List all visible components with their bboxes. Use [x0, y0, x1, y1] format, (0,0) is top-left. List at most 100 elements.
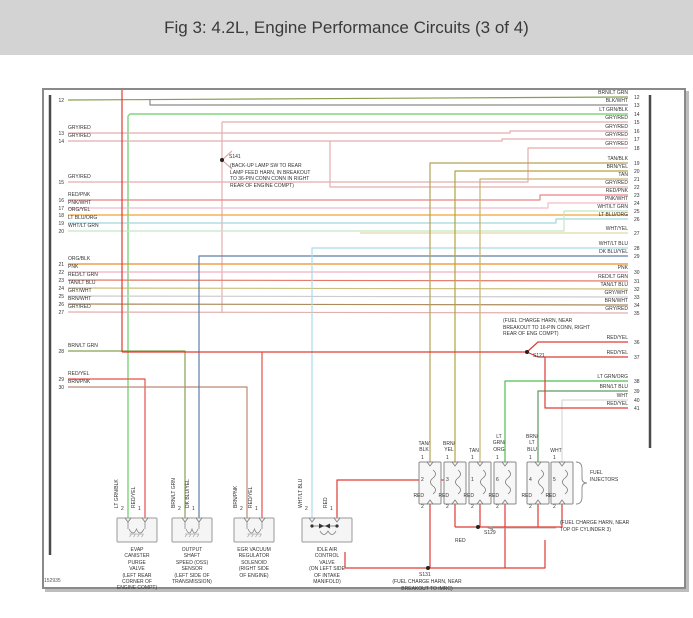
left-pin-number: 12: [58, 97, 64, 104]
s129-note-line: (FUEL CHARGE HARN, NEAR: [560, 520, 630, 526]
right-wire-label: BRN/LT BLU: [599, 384, 628, 390]
component-wire-label-vertical: BRN/PNK: [233, 485, 239, 508]
wire-gry-wht: [67, 295, 629, 298]
left-wire-label: BRN/WHT: [68, 296, 92, 302]
component-wire-label-vertical: RED: [323, 497, 329, 508]
injector-bottom-notch: [451, 499, 459, 505]
component-pin-number: 1: [138, 506, 141, 512]
wire-red: [526, 351, 628, 358]
right-wire-label: PNK/WHT: [604, 196, 628, 202]
wire-pnk-wht: [68, 202, 628, 209]
component-wire-label-vertical: RED/YEL: [131, 486, 137, 508]
s141-note-line: LAMP FEED HARN, IN BREAKOUT: [230, 169, 311, 176]
right-wire-label: WHT/YEL: [605, 226, 628, 232]
component-pin-number: 2: [121, 506, 124, 512]
right-pin-number: 24: [634, 201, 640, 207]
component-label-line: CANISTER: [124, 553, 150, 560]
left-wire-label: TAN/LT BLU: [68, 280, 96, 286]
right-pin-number: 28: [634, 246, 640, 252]
left-pin-number: 15: [58, 179, 64, 186]
iac-symbol-dot: [310, 524, 314, 528]
wire-lt-grn-org: [504, 380, 628, 462]
left-wire-label: PNK: [68, 264, 79, 270]
injector-bottom-wire-label: RED: [488, 493, 499, 499]
left-pin-number: 28: [58, 348, 64, 355]
solenoid-coil-symbol: [127, 522, 146, 534]
injector-pin-top: 1: [446, 455, 449, 461]
component-pin-number: 2: [305, 506, 308, 512]
right-wire-label: WHT/LT BLU: [598, 241, 628, 247]
right-pin-number: 22: [634, 185, 640, 191]
component-wire-label-vertical: WHT/LT BLU: [298, 478, 304, 508]
wire-wht-lt-grn: [68, 210, 628, 232]
wire-gry-red: [221, 150, 233, 161]
component-label-evap-canister-purge-valve: EVAP CANISTER PURGE VALVE (LEFT REAR CORNER O…: [97, 547, 177, 592]
injector-top-notch: [451, 461, 459, 467]
splice-dot: [426, 566, 430, 570]
injector-wire-label: WHT: [542, 448, 570, 454]
injector-wire-label-line: BLK: [419, 447, 429, 454]
wire-gry-red: [67, 311, 629, 314]
injector-cylinder-number: 2: [421, 477, 424, 483]
injector-cylinder-number: 6: [496, 477, 499, 483]
s129-note-line: TOP OF CYLINDER 3): [560, 526, 611, 533]
wire-brn-lt-blu: [537, 390, 628, 462]
injector-cylinder-number: 3: [446, 477, 449, 483]
component-label-line: OF ENGINE): [239, 572, 269, 579]
splice-dot: [220, 158, 224, 162]
s129-note: (FUEL CHARGE HARN, NEAR TOP OF CYLINDER 3…: [560, 520, 629, 533]
wire-dk-blu-yel: [198, 255, 628, 518]
coil-hatch: [184, 533, 200, 538]
wire-blk-wht: [149, 99, 628, 106]
left-pin-number: 25: [58, 293, 64, 300]
component-label-line: SHAFT: [183, 553, 201, 560]
right-wire-label: LT GRN/BLK: [599, 107, 628, 113]
component-label-line: (ON LEFT SIDE: [309, 566, 345, 573]
splice-dot: [525, 350, 529, 354]
injector-wire-label-line: BRN/: [526, 434, 538, 440]
right-pin-number: 39: [634, 389, 640, 395]
figure-header: Fig 3: 4.2L, Engine Performance Circuits…: [0, 0, 693, 55]
figure-code: 152935: [44, 578, 61, 584]
s141-note-line: (BACK-UP LAMP SW TO REAR: [230, 163, 302, 169]
s131-label: S131: [419, 572, 431, 578]
right-wire-label: TAN/BLK: [607, 156, 628, 162]
left-wire-label: RED/LT GRN: [68, 272, 98, 278]
injector-top-notch: [476, 461, 484, 467]
left-wire-label: ORG/YEL: [68, 207, 91, 213]
injector-top-notch: [426, 461, 434, 467]
iac-symbol-dot: [335, 524, 339, 528]
wire-tan-lt-blu: [67, 287, 629, 290]
component-label-line: (RIGHT SIDE: [238, 566, 270, 573]
right-pin-number: 30: [634, 270, 640, 276]
wire-tan-blk: [429, 162, 628, 462]
left-pin-number: 22: [58, 269, 64, 276]
component-pin-number: 1: [330, 506, 333, 512]
fuel-injectors-label-line: FUEL: [590, 470, 603, 476]
left-wire-label: WHT/LT GRN: [68, 223, 99, 229]
wire-red-pnk: [68, 194, 628, 201]
right-wire-label: PNK: [617, 265, 628, 271]
right-pin-number: 36: [634, 340, 640, 346]
component-label-line: IDLE AIR: [316, 547, 338, 553]
left-pin-number: 23: [58, 277, 64, 284]
component-label-line: PURGE: [128, 559, 146, 566]
s131-note: (FUEL CHARGE HARN, NEAR BREAKOUT TO IMRC): [352, 579, 502, 592]
right-wire-label: GRY/RED: [605, 115, 628, 121]
right-pin-number: 16: [634, 129, 640, 135]
s121-note-line: REAR OF ENG COMPT): [503, 331, 559, 338]
wire-brn-yel: [454, 170, 628, 462]
fuel-injectors-bracket: [575, 461, 588, 505]
right-wire-label: GRY/RED: [605, 180, 628, 186]
s121-note: (FUEL CHARGE HARN, NEAR BREAKOUT TO 16-PI…: [503, 318, 590, 338]
iac-symbol-arrow: [325, 523, 330, 529]
injector-pin-bottom: 2: [496, 504, 499, 510]
injector-bottom-notch: [534, 499, 542, 505]
left-pin-number: 16: [58, 197, 64, 204]
component-label-output-shaft-speed-sensor: OUTPUT SHAFT SPEED (OSS) SENSOR (LEFT SIDE O…: [152, 547, 232, 585]
component-label-line: (LEFT SIDE OF: [174, 572, 210, 579]
right-pin-number: 35: [634, 311, 640, 317]
s141-label: S141: [229, 154, 241, 160]
right-wire-label: GRY/WHT: [604, 290, 628, 296]
